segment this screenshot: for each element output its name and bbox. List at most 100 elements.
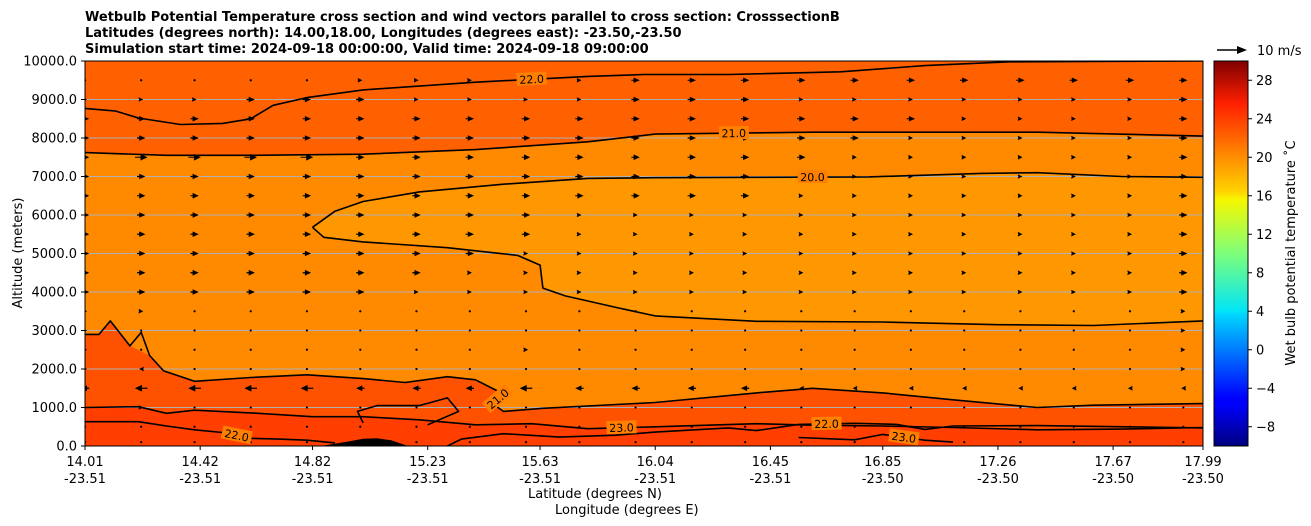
wind-vector	[468, 367, 471, 371]
wind-vector	[359, 329, 362, 332]
wind-vector	[302, 289, 312, 295]
wind-vector	[521, 135, 531, 141]
wind-vector	[1179, 96, 1188, 103]
wind-vector	[1127, 251, 1133, 256]
wind-vector	[742, 251, 748, 256]
colorbar: −8 −4 0 4 8 12 16 20 24 28 Wet bulb potential tem…	[1213, 60, 1299, 447]
x-axis-label-latitude: Latitude (degrees N)	[528, 487, 662, 502]
wind-vector	[1127, 154, 1133, 160]
wind-vector	[852, 174, 857, 179]
wind-vector	[963, 348, 966, 351]
wind-vector	[633, 289, 638, 295]
wind-vector	[578, 441, 581, 444]
contour-label-background	[220, 425, 253, 445]
wind-vector	[300, 384, 314, 392]
wind-vector	[852, 289, 857, 295]
wind-vector	[963, 329, 966, 332]
wind-vector	[961, 193, 967, 199]
wind-vector	[359, 348, 362, 351]
contour-line	[356, 397, 460, 426]
wind-vector	[1019, 348, 1022, 351]
wind-vector	[249, 310, 252, 313]
wind-vector	[961, 270, 967, 276]
terrain	[321, 438, 408, 446]
x-tick-label-lon: -23.51	[64, 472, 106, 487]
wind-vector	[1127, 116, 1133, 121]
wind-vector	[188, 153, 201, 161]
wind-vector	[140, 441, 143, 444]
colorbar-tick-label: 4	[1256, 305, 1264, 320]
colorbar-tick-label: 28	[1256, 74, 1273, 89]
colorbar-tick-label: 24	[1256, 112, 1273, 127]
wind-vector	[412, 269, 421, 276]
wind-vector	[356, 231, 365, 237]
x-tick-label-lon: -23.50	[862, 472, 904, 487]
wind-vector	[1127, 231, 1133, 237]
contour-line	[85, 405, 1203, 431]
wind-vector	[137, 135, 146, 141]
chart-title-line-2: Latitudes (degrees north): 14.00,18.00, …	[85, 26, 682, 41]
wind-vector	[798, 289, 804, 295]
wind-vector	[908, 212, 913, 218]
wind-vector	[853, 406, 856, 409]
y-tick-label: 1000.0	[32, 401, 78, 416]
wind-vector	[302, 231, 312, 237]
wind-vector	[689, 270, 694, 276]
wind-vector	[1128, 348, 1132, 351]
wind-vector	[1071, 385, 1077, 391]
wind-vector	[356, 96, 365, 103]
wind-vector	[1128, 441, 1132, 444]
y-tick-label: 7000.0	[32, 170, 78, 185]
wind-vector	[246, 250, 255, 257]
contour-line	[447, 422, 1203, 446]
wind-vector	[468, 406, 471, 409]
x-tick-label-lon: -23.51	[179, 472, 221, 487]
wind-vector	[1071, 193, 1076, 199]
x-tick-label-lon: -23.50	[1182, 472, 1224, 487]
wind-vector	[356, 289, 365, 295]
wind-vector	[800, 425, 803, 428]
wind-vector	[961, 97, 967, 102]
wind-vector	[961, 289, 967, 295]
wind-vector	[1179, 154, 1188, 161]
wind-vector	[1128, 310, 1132, 313]
wind-vector	[85, 98, 88, 101]
wind-vector	[853, 367, 856, 371]
y-tick-label: 8000.0	[32, 132, 78, 147]
x-tick-label-lon: -23.51	[749, 472, 791, 487]
wind-vector	[305, 310, 309, 313]
wind-vector	[356, 154, 365, 161]
y-tick-label: 10000.0	[23, 55, 77, 70]
wind-vector	[634, 441, 637, 444]
wind-vector	[961, 116, 967, 121]
wind-vector	[800, 367, 803, 371]
wind-vector	[519, 384, 533, 392]
wind-vector	[305, 329, 309, 332]
wind-vector	[412, 116, 421, 122]
colorbar-tick-label: 8	[1256, 266, 1264, 281]
wind-reference-arrowhead	[1237, 46, 1247, 54]
wind-vector	[853, 310, 856, 313]
wind-vector	[742, 212, 748, 218]
wind-vector	[961, 231, 967, 237]
wind-vector	[1017, 97, 1023, 102]
wind-vector	[961, 154, 967, 160]
x-tick-label-lat: 16.04	[637, 455, 674, 470]
wind-vector	[1071, 174, 1076, 179]
wind-vector	[1072, 406, 1075, 409]
colorbar-gradient	[1213, 60, 1249, 447]
wind-vector	[244, 384, 257, 392]
wind-vector	[1071, 270, 1076, 276]
y-tick-label: 2000.0	[32, 363, 78, 378]
wind-vector	[799, 385, 804, 391]
wind-vector	[85, 329, 88, 332]
wind-vector	[140, 79, 143, 82]
wind-vector	[906, 77, 916, 83]
wind-vector	[190, 250, 199, 257]
wind-vector	[963, 367, 966, 371]
wind-vector	[137, 250, 146, 257]
wind-vector	[961, 212, 967, 218]
wind-vector	[356, 385, 365, 392]
wind-vector	[1180, 347, 1186, 353]
wind-vector	[412, 212, 421, 218]
